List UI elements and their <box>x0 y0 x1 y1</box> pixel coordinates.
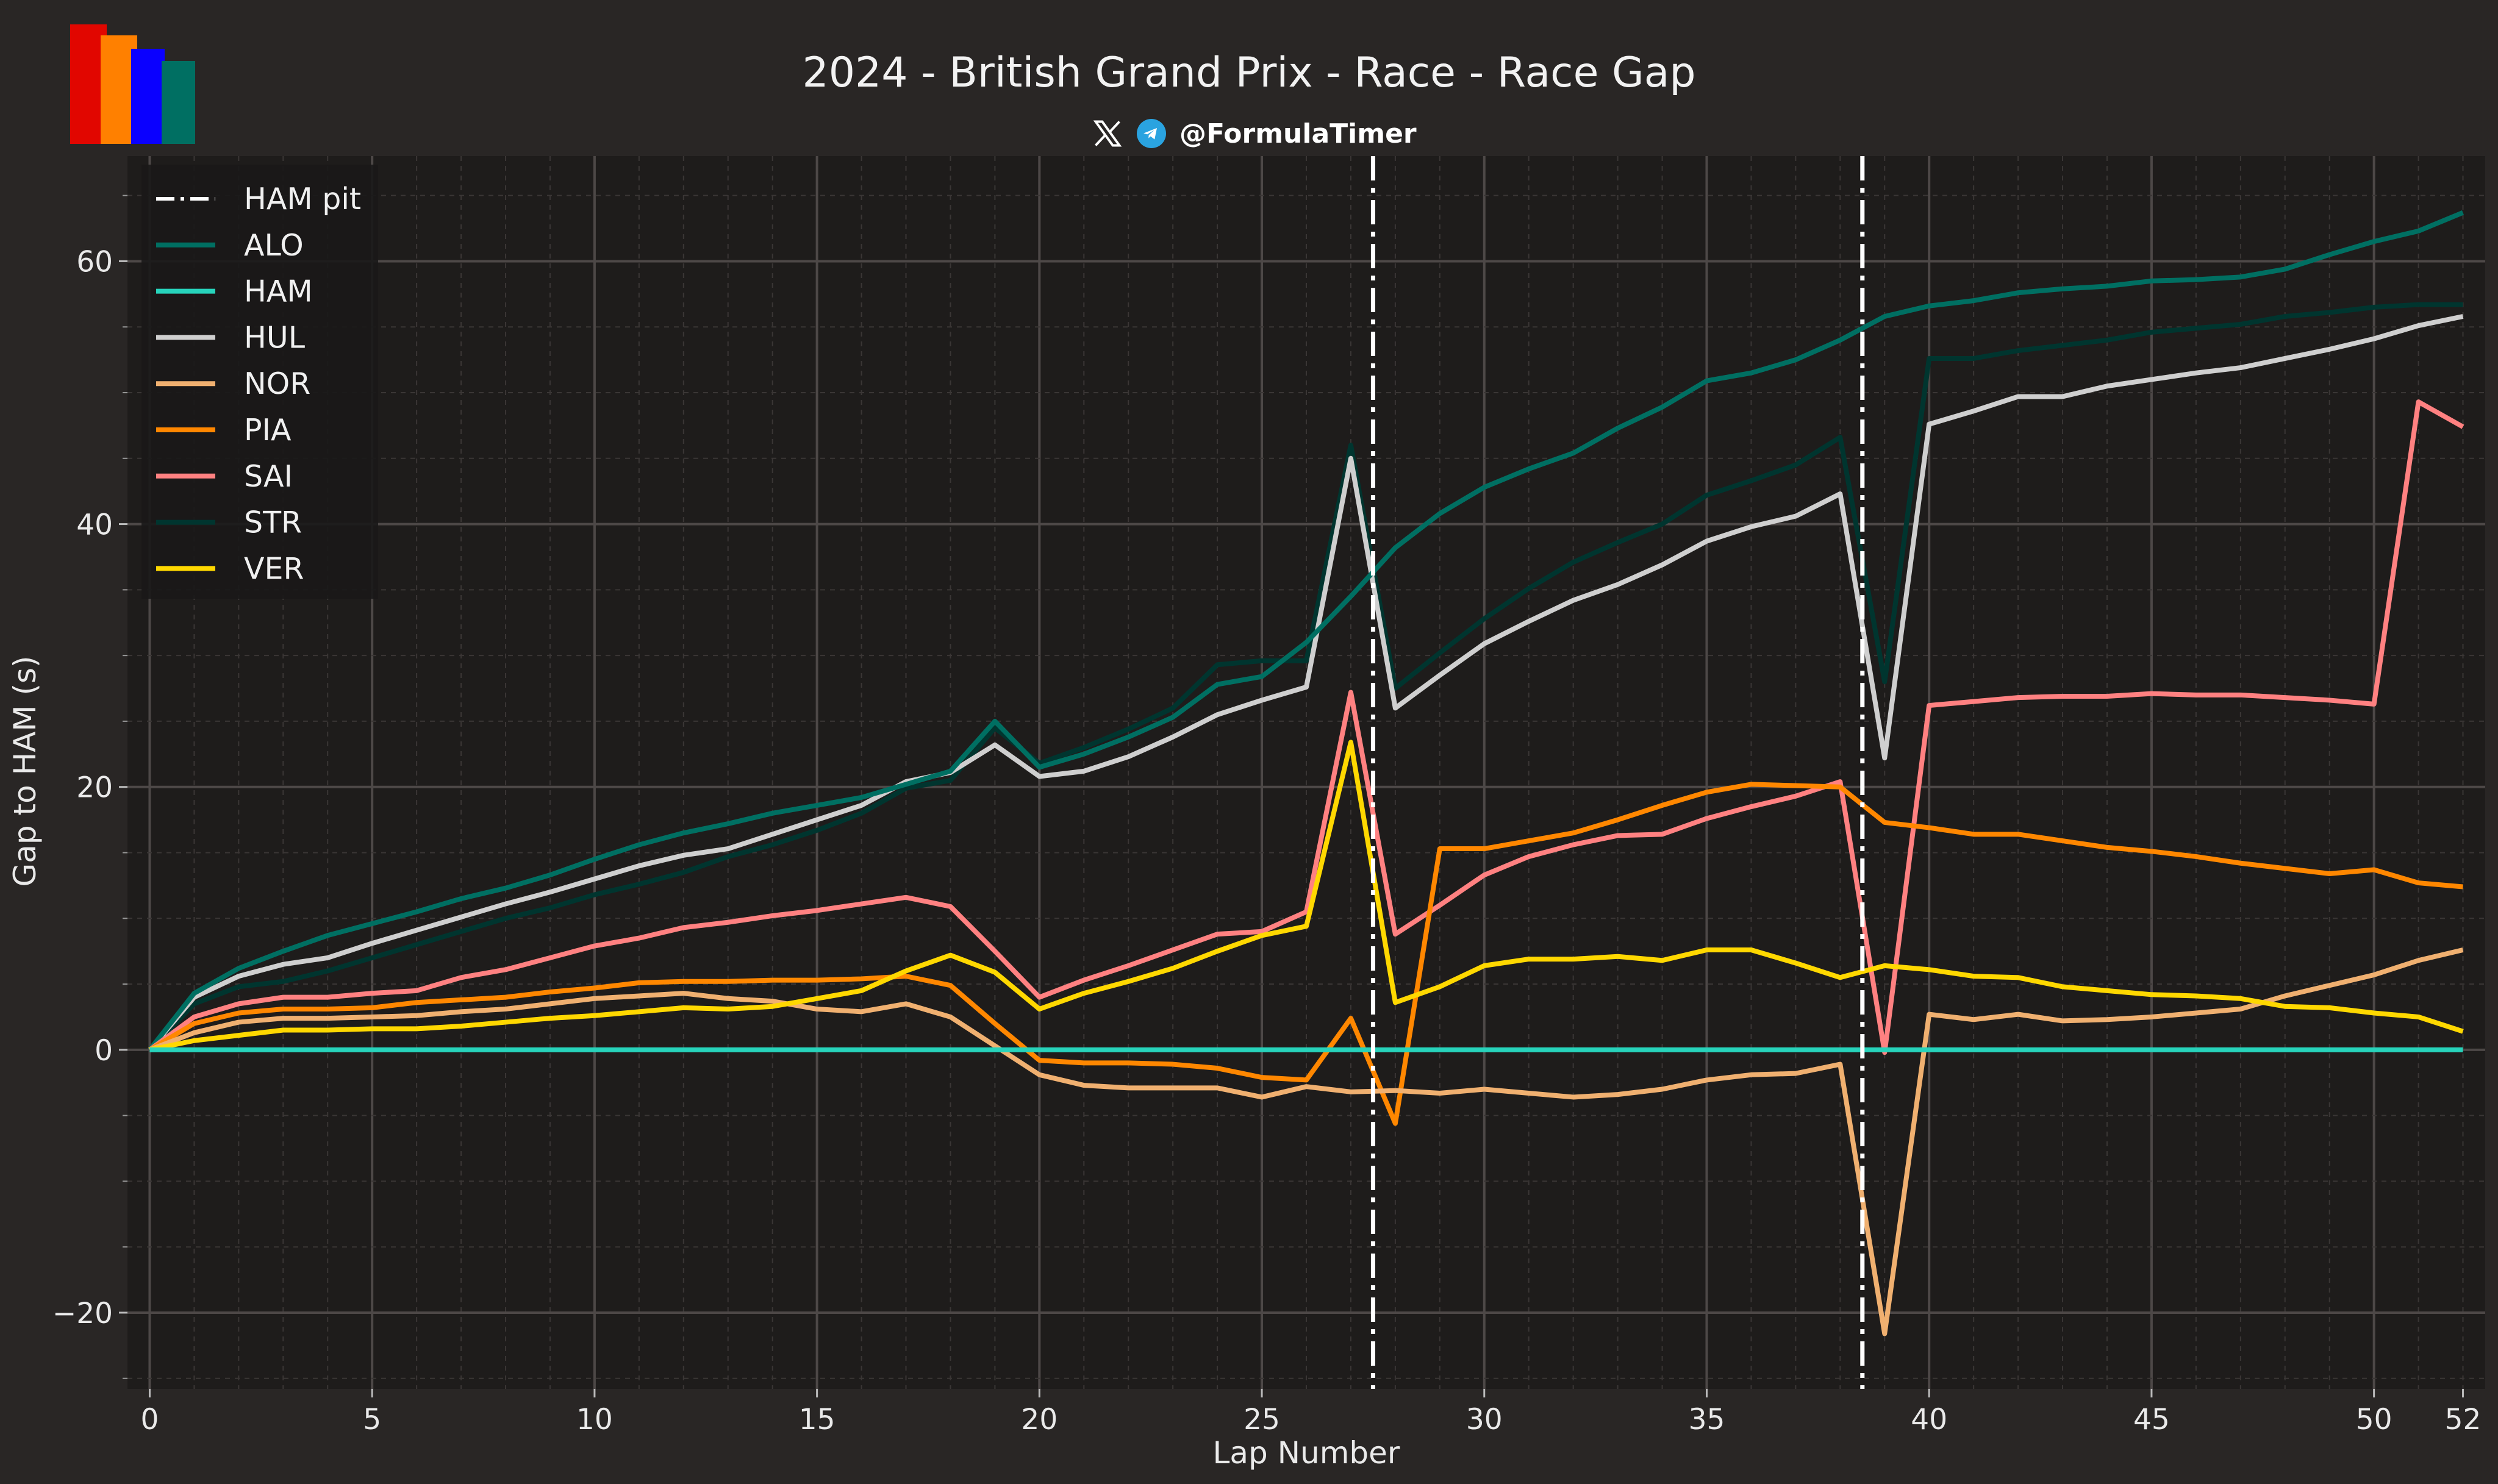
legend-label: SAI <box>244 459 293 494</box>
legend-label: STR <box>244 505 302 540</box>
legend-item-hul: HUL <box>156 320 306 355</box>
legend-label: PIA <box>244 413 292 448</box>
y-tick-label: 40 <box>76 508 113 542</box>
subtitle: @FormulaTimer <box>1092 112 1417 155</box>
y-tick-label: 20 <box>76 771 113 805</box>
x-tick-label: 5 <box>363 1403 381 1436</box>
legend-label: HAM <box>244 274 313 309</box>
legend-item-str: STR <box>156 505 302 540</box>
y-tick-label: 60 <box>76 245 113 279</box>
legend-item-pia: PIA <box>156 413 292 448</box>
logo-bar-blue <box>131 49 165 144</box>
x-tick-label: 25 <box>1244 1403 1280 1436</box>
logo-bar-teal <box>162 61 195 144</box>
x-tick-label: 45 <box>2133 1403 2170 1436</box>
x-axis-label: Lap Number <box>1213 1435 1400 1471</box>
x-tick-label: 40 <box>1911 1403 1947 1436</box>
series-line-alo <box>148 210 2464 1052</box>
legend-item-sai: SAI <box>156 459 293 494</box>
legend-label: NOR <box>244 366 310 401</box>
y-tick-label: 0 <box>95 1034 113 1068</box>
x-tick-label: 35 <box>1689 1403 1725 1436</box>
legend-item-ham: HAM <box>156 274 313 309</box>
legend-label: HUL <box>244 320 306 355</box>
series-line-ver <box>149 740 2464 1052</box>
x-tick-label: 15 <box>799 1403 836 1436</box>
series-line-hul <box>148 314 2464 1052</box>
legend-item-ham-pit: HAM pit <box>156 182 361 216</box>
series-line-pia <box>148 782 2463 1126</box>
legend-label: HAM pit <box>244 182 361 216</box>
formula-timer-logo <box>70 24 195 144</box>
y-axis-label: Gap to HAM (s) <box>7 655 43 886</box>
legend-label: ALO <box>244 228 304 263</box>
legend-item-nor: NOR <box>156 366 310 401</box>
x-logo-icon <box>1093 120 1122 147</box>
legend-label: VER <box>244 551 304 586</box>
chart-title: 2024 - British Grand Prix - Race - Race … <box>802 49 1696 97</box>
legend-item-ver: VER <box>156 551 304 586</box>
x-tick-label: 20 <box>1021 1403 1058 1436</box>
series-line-sai <box>148 399 2464 1055</box>
series-line-str <box>148 302 2463 1052</box>
legend-item-alo: ALO <box>156 228 304 263</box>
telegram-icon <box>1137 119 1166 148</box>
x-tick-label: 0 <box>141 1403 159 1436</box>
x-tick-label: 52 <box>2445 1403 2482 1436</box>
y-tick-label: −20 <box>52 1297 113 1330</box>
x-tick-label: 50 <box>2356 1403 2392 1436</box>
x-tick-label: 10 <box>576 1403 613 1436</box>
series-line-nor <box>149 947 2464 1336</box>
handle-text: @FormulaTimer <box>1179 118 1417 149</box>
x-tick-label: 30 <box>1466 1403 1503 1436</box>
